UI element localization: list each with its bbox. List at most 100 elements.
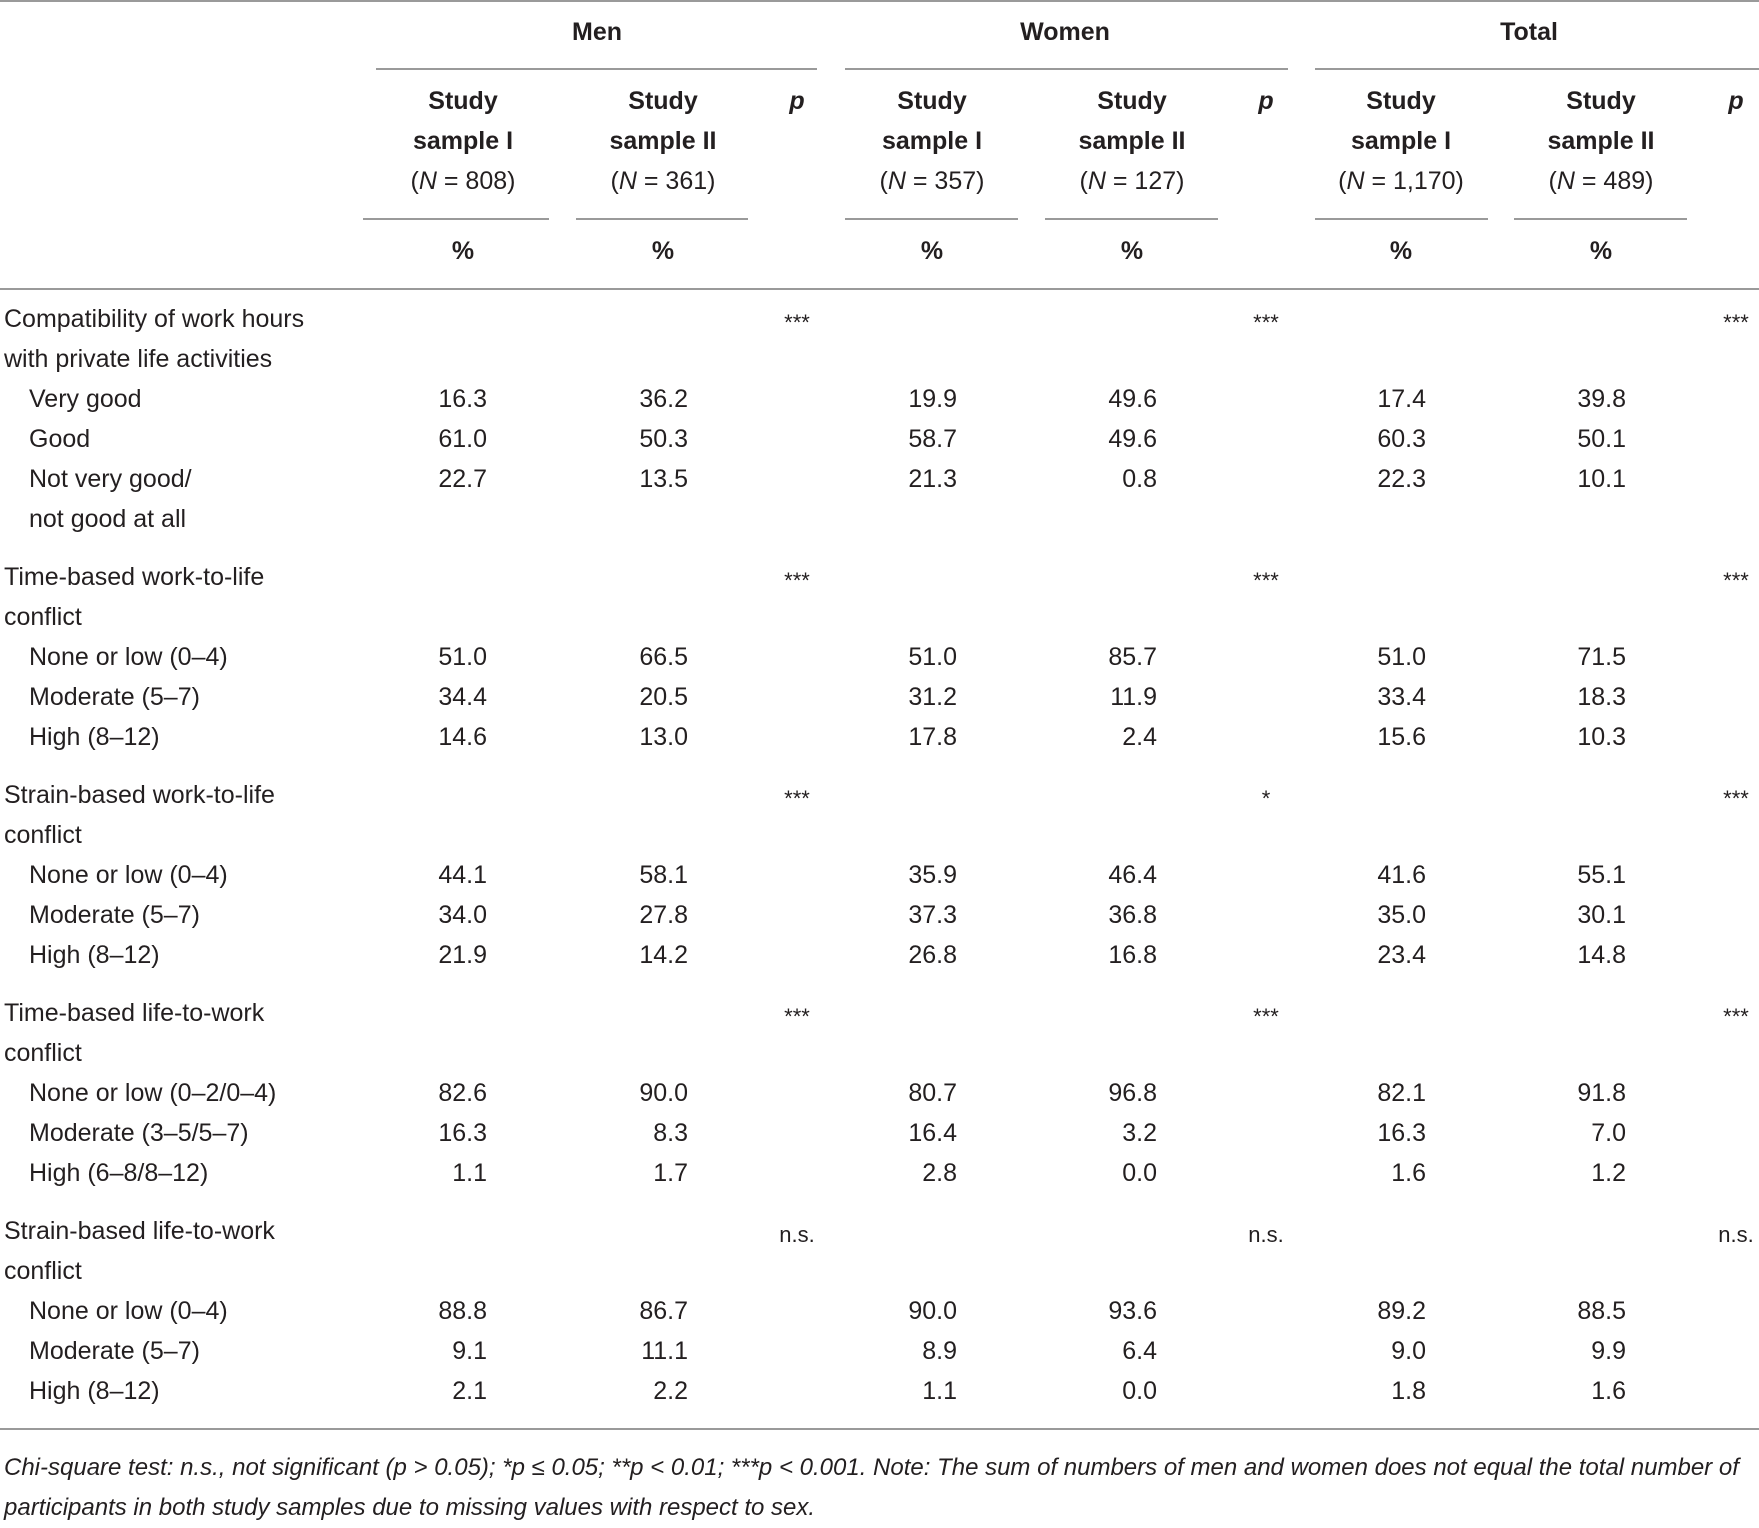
column-header-rule bbox=[576, 218, 748, 220]
p-column-header: p bbox=[789, 87, 805, 115]
row-label: not good at all bbox=[29, 505, 187, 533]
n-variable: N bbox=[618, 167, 637, 195]
cell-value: 2.2 bbox=[653, 1377, 688, 1405]
column-header-rule bbox=[1315, 218, 1488, 220]
women-group-rule bbox=[845, 68, 1288, 70]
column-header-line2: sample II bbox=[1547, 127, 1655, 155]
cell-value: 10.1 bbox=[1577, 465, 1626, 493]
p-value: *** bbox=[784, 1004, 810, 1029]
cell-value: 13.5 bbox=[639, 465, 688, 493]
cell-value: 2.8 bbox=[922, 1159, 957, 1187]
n-value: = 361) bbox=[636, 167, 716, 195]
cell-value: 16.8 bbox=[1108, 941, 1157, 969]
cell-value: 93.6 bbox=[1108, 1297, 1157, 1325]
unit-label: % bbox=[1589, 237, 1613, 265]
cell-value: 51.0 bbox=[1377, 643, 1426, 671]
p-value: *** bbox=[1253, 1004, 1279, 1029]
cell-value: 6.4 bbox=[1122, 1337, 1157, 1365]
group-header-women: Women bbox=[1020, 18, 1110, 46]
n-prefix: ( bbox=[410, 167, 419, 195]
cell-value: 1.6 bbox=[1591, 1377, 1626, 1405]
cell-value: 37.3 bbox=[908, 901, 957, 929]
cell-value: 9.0 bbox=[1391, 1337, 1426, 1365]
cell-value: 96.8 bbox=[1108, 1079, 1157, 1107]
cell-value: 2.4 bbox=[1122, 723, 1157, 751]
p-value: *** bbox=[1723, 310, 1749, 335]
cell-value: 1.6 bbox=[1391, 1159, 1426, 1187]
men-group-rule bbox=[376, 68, 817, 70]
n-variable: N bbox=[887, 167, 906, 195]
cell-value: 61.0 bbox=[438, 425, 487, 453]
cell-value: 9.9 bbox=[1591, 1337, 1626, 1365]
cell-value: 58.7 bbox=[908, 425, 957, 453]
cell-value: 26.8 bbox=[908, 941, 957, 969]
header-bottom-rule bbox=[0, 288, 1759, 290]
cell-value: 31.2 bbox=[908, 683, 957, 711]
cell-value: 82.6 bbox=[438, 1079, 487, 1107]
cell-value: 22.3 bbox=[1377, 465, 1426, 493]
cell-value: 0.8 bbox=[1122, 465, 1157, 493]
cell-value: 58.1 bbox=[639, 861, 688, 889]
n-variable: N bbox=[1346, 167, 1365, 195]
unit-label: % bbox=[920, 237, 944, 265]
p-value: *** bbox=[1723, 1004, 1749, 1029]
p-value: n.s. bbox=[779, 1222, 815, 1247]
cell-value: 50.3 bbox=[639, 425, 688, 453]
p-value: *** bbox=[1253, 310, 1279, 335]
column-header-line2: sample II bbox=[1078, 127, 1186, 155]
cell-value: 0.0 bbox=[1122, 1377, 1157, 1405]
cell-value: 14.8 bbox=[1577, 941, 1626, 969]
cell-value: 17.8 bbox=[908, 723, 957, 751]
n-variable: N bbox=[1087, 167, 1106, 195]
unit-label: % bbox=[451, 237, 475, 265]
row-label: Moderate (5–7) bbox=[29, 683, 200, 711]
cell-value: 20.5 bbox=[639, 683, 688, 711]
cell-value: 7.0 bbox=[1591, 1119, 1626, 1147]
n-prefix: ( bbox=[1338, 167, 1347, 195]
cell-value: 1.8 bbox=[1391, 1377, 1426, 1405]
cell-value: 51.0 bbox=[908, 643, 957, 671]
table-footnote: Chi-square test: n.s., not significant (… bbox=[4, 1454, 1739, 1521]
cell-value: 13.0 bbox=[639, 723, 688, 751]
cell-value: 1.1 bbox=[922, 1377, 957, 1405]
row-label: Not very good/ bbox=[29, 465, 192, 493]
cell-value: 36.8 bbox=[1108, 901, 1157, 929]
n-value: = 1,170) bbox=[1364, 167, 1464, 195]
row-label: Good bbox=[29, 425, 91, 453]
row-label: None or low (0–4) bbox=[29, 1297, 228, 1325]
section-title: conflict bbox=[4, 603, 82, 631]
cell-value: 86.7 bbox=[639, 1297, 688, 1325]
column-header-line1: Study bbox=[1566, 87, 1636, 115]
cell-value: 35.9 bbox=[908, 861, 957, 889]
cell-value: 49.6 bbox=[1108, 385, 1157, 413]
cell-value: 51.0 bbox=[438, 643, 487, 671]
cell-value: 66.5 bbox=[639, 643, 688, 671]
cell-value: 22.7 bbox=[438, 465, 487, 493]
column-header-line2: sample I bbox=[1350, 127, 1452, 155]
column-header-line2: sample II bbox=[609, 127, 717, 155]
cell-value: 1.7 bbox=[653, 1159, 688, 1187]
p-value: n.s. bbox=[1718, 1222, 1754, 1247]
cell-value: 14.6 bbox=[438, 723, 487, 751]
cell-value: 21.9 bbox=[438, 941, 487, 969]
cell-value: 16.3 bbox=[1377, 1119, 1426, 1147]
cell-value: 49.6 bbox=[1108, 425, 1157, 453]
n-value: = 489) bbox=[1574, 167, 1654, 195]
cell-value: 60.3 bbox=[1377, 425, 1426, 453]
n-value: = 357) bbox=[905, 167, 985, 195]
cell-value: 11.1 bbox=[641, 1337, 688, 1365]
row-label: High (8–12) bbox=[29, 941, 160, 969]
cell-value: 15.6 bbox=[1377, 723, 1426, 751]
n-value: = 127) bbox=[1105, 167, 1185, 195]
section-title: Compatibility of work hours bbox=[4, 305, 305, 333]
cell-value: 82.1 bbox=[1377, 1079, 1426, 1107]
row-label: None or low (0–4) bbox=[29, 861, 228, 889]
row-label: Moderate (5–7) bbox=[29, 901, 200, 929]
cell-value: 1.1 bbox=[452, 1159, 487, 1187]
row-label: High (6–8/8–12) bbox=[29, 1159, 209, 1187]
n-variable: N bbox=[1556, 167, 1575, 195]
unit-label: % bbox=[1389, 237, 1413, 265]
cell-value: 17.4 bbox=[1377, 385, 1426, 413]
sample-size-label: (N = 808) bbox=[411, 167, 516, 195]
section-title: Strain-based life-to-work bbox=[4, 1217, 275, 1245]
